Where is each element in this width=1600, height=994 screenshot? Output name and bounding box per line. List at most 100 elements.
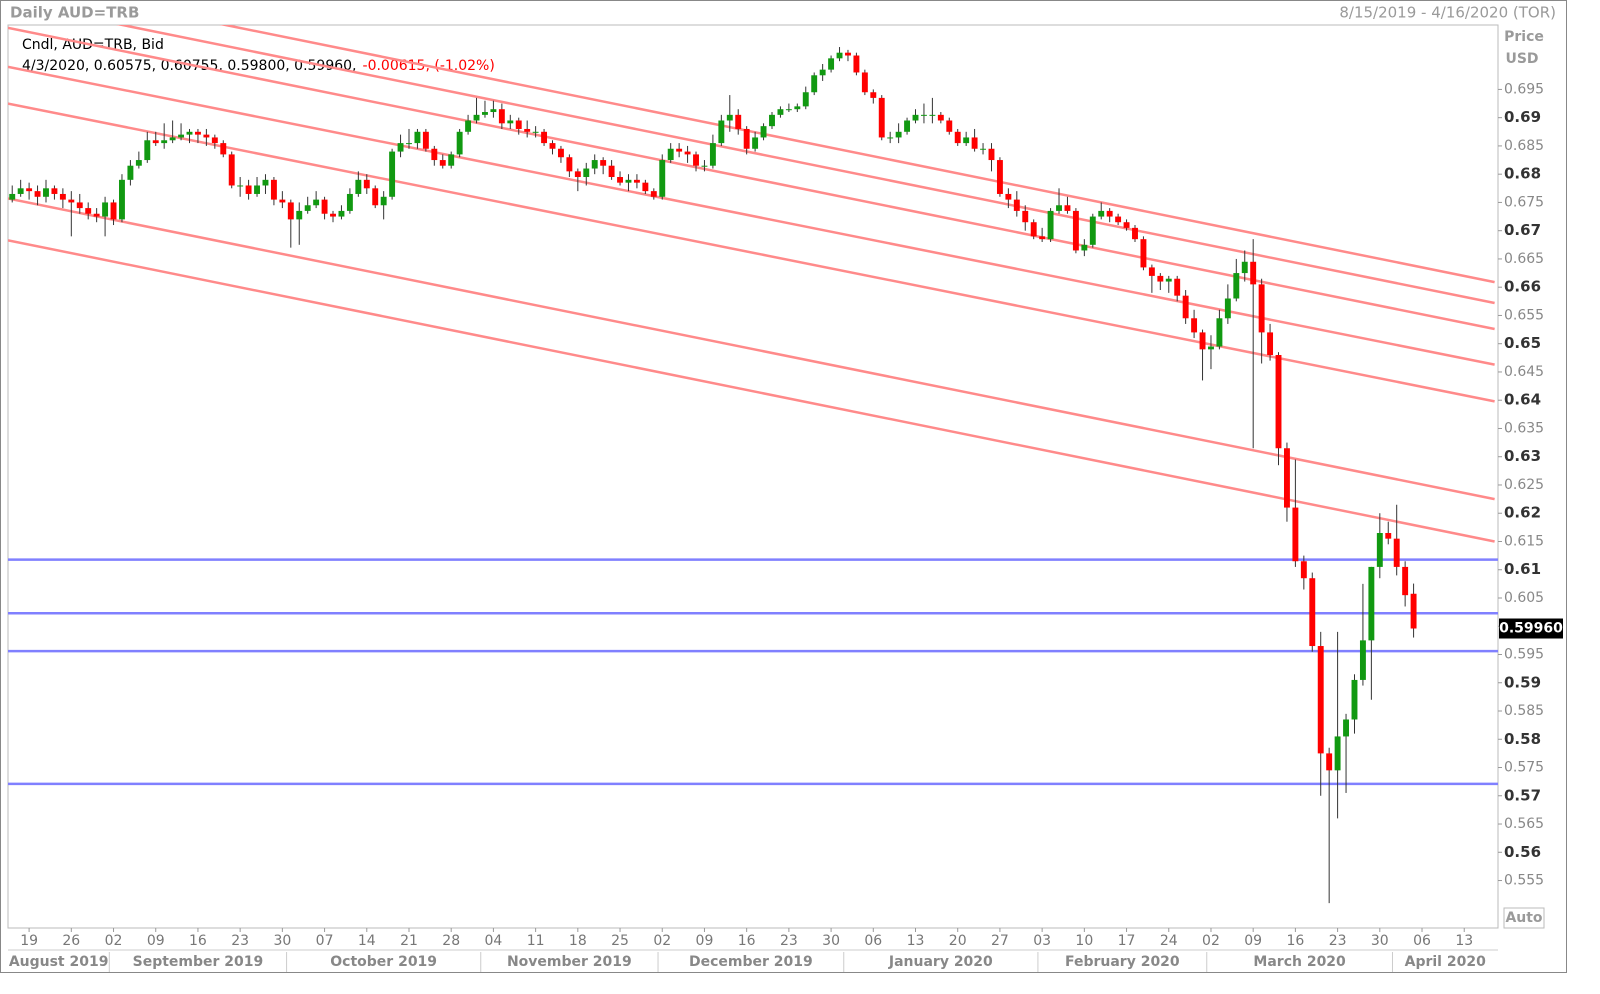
candle-body bbox=[566, 157, 573, 172]
candle-body bbox=[287, 202, 294, 220]
candle-body bbox=[676, 148, 683, 152]
y-tick-label: 0.695 bbox=[1504, 81, 1544, 97]
candle-body bbox=[1089, 216, 1096, 245]
candle-body bbox=[895, 131, 902, 138]
candle-body bbox=[633, 179, 640, 183]
candle-body bbox=[887, 137, 894, 139]
candle-body bbox=[1233, 273, 1240, 299]
candle-body bbox=[389, 151, 396, 197]
x-tick-label: 17 bbox=[1118, 933, 1136, 949]
month-label: March 2020 bbox=[1253, 954, 1346, 970]
candle-body bbox=[1081, 244, 1088, 251]
candle-body bbox=[1191, 318, 1198, 333]
candle-body bbox=[507, 120, 514, 124]
y-tick-label: 0.64 bbox=[1504, 391, 1541, 409]
candle-body bbox=[819, 69, 826, 76]
candle-body bbox=[237, 185, 244, 187]
candle-body bbox=[929, 114, 936, 116]
x-tick-label: 23 bbox=[231, 933, 249, 949]
candle-body bbox=[549, 143, 556, 149]
candle-body bbox=[1140, 239, 1147, 268]
candle-body bbox=[1326, 753, 1333, 771]
candle-body bbox=[954, 131, 961, 144]
candle-body bbox=[769, 114, 775, 127]
candle-body bbox=[693, 154, 699, 166]
trendline bbox=[8, 26, 1495, 331]
candle-body bbox=[422, 131, 429, 149]
candle-body bbox=[1199, 332, 1206, 350]
candle-body bbox=[1056, 205, 1062, 211]
candle-body bbox=[135, 160, 142, 166]
candle-body bbox=[608, 165, 615, 178]
candle-body bbox=[650, 191, 657, 197]
month-label: April 2020 bbox=[1405, 954, 1486, 970]
y-tick-label: 0.61 bbox=[1504, 560, 1541, 578]
candle-body bbox=[1317, 646, 1324, 754]
candle-body bbox=[1157, 275, 1164, 282]
y-tick-label: 0.605 bbox=[1504, 590, 1544, 606]
x-tick-label: 16 bbox=[1286, 933, 1304, 949]
date-range: 8/15/2019 - 4/16/2020 (TOR) bbox=[1339, 4, 1556, 22]
candle-body bbox=[473, 114, 480, 121]
y-tick-label: 0.69 bbox=[1504, 108, 1541, 126]
candle-body bbox=[1013, 199, 1020, 211]
auto-label[interactable]: Auto bbox=[1505, 910, 1542, 926]
candle-body bbox=[9, 193, 16, 200]
candle-body bbox=[194, 131, 201, 135]
candle-body bbox=[313, 199, 320, 206]
x-tick-label: 07 bbox=[316, 933, 334, 949]
candle-body bbox=[836, 52, 843, 59]
candle-body bbox=[1258, 284, 1265, 333]
x-tick-label: 30 bbox=[822, 933, 840, 949]
candle-body bbox=[1359, 640, 1366, 680]
candle-body bbox=[17, 188, 24, 194]
candle-body bbox=[490, 109, 497, 113]
candle-body bbox=[482, 112, 488, 115]
y-tick-label: 0.685 bbox=[1504, 138, 1544, 154]
candle-body bbox=[262, 179, 269, 186]
y-tick-label: 0.675 bbox=[1504, 194, 1544, 210]
y-tick-label: 0.635 bbox=[1504, 420, 1544, 436]
x-tick-label: 10 bbox=[1075, 933, 1093, 949]
candle-body bbox=[1385, 533, 1392, 539]
candle-body bbox=[372, 188, 379, 206]
auto-button[interactable] bbox=[1503, 907, 1545, 929]
trendline bbox=[8, 197, 1495, 501]
candle-body bbox=[1334, 736, 1341, 771]
candle-body bbox=[1165, 278, 1172, 282]
candle-body bbox=[524, 128, 531, 132]
plot bbox=[8, 25, 1498, 904]
month-label: August 2019 bbox=[9, 954, 109, 970]
y-tick-label: 0.67 bbox=[1504, 221, 1541, 239]
candle-body bbox=[1300, 561, 1307, 579]
candle-body bbox=[279, 199, 286, 203]
candle-body bbox=[760, 126, 767, 138]
month-label: January 2020 bbox=[888, 954, 993, 970]
candle-body bbox=[988, 148, 995, 161]
candle-body bbox=[785, 109, 792, 111]
x-tick-label: 25 bbox=[611, 933, 629, 949]
candle-body bbox=[1182, 295, 1189, 319]
y-tick-label: 0.65 bbox=[1504, 334, 1541, 352]
x-tick-label: 09 bbox=[147, 933, 165, 949]
candle-body bbox=[802, 92, 809, 107]
candle-body bbox=[794, 106, 801, 110]
x-tick-label: 18 bbox=[569, 933, 587, 949]
y-tick-label: 0.59 bbox=[1504, 673, 1541, 691]
candle-body bbox=[600, 160, 607, 166]
y-tick-label: 0.585 bbox=[1504, 703, 1544, 719]
y-tick-label: 0.58 bbox=[1504, 730, 1541, 748]
candle-body bbox=[110, 202, 117, 220]
y-axis-label: Price bbox=[1504, 29, 1544, 45]
candle-body bbox=[878, 97, 885, 138]
y-tick-label: 0.57 bbox=[1504, 786, 1541, 804]
candle-body bbox=[946, 120, 953, 132]
candle-body bbox=[465, 120, 472, 132]
x-tick-label: 09 bbox=[696, 933, 714, 949]
candle-body bbox=[1022, 210, 1029, 223]
candle-body bbox=[1368, 566, 1375, 641]
x-tick-label: 27 bbox=[991, 933, 1009, 949]
candle-body bbox=[541, 131, 548, 144]
candle-body bbox=[1275, 355, 1282, 449]
candle-body bbox=[26, 188, 33, 192]
